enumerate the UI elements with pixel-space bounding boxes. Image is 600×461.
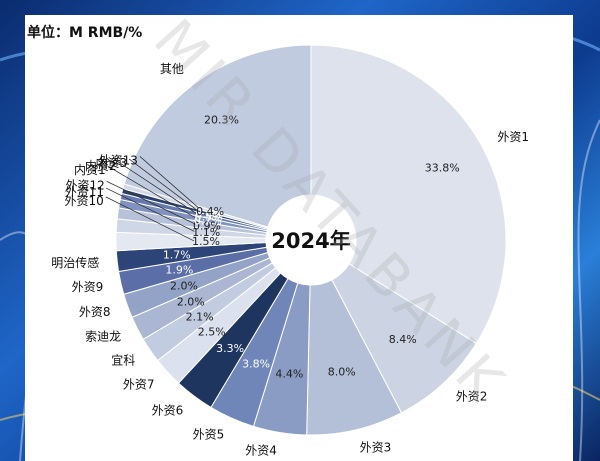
- leader-line-外资11: [105, 187, 195, 232]
- slice-label-外资6: 外资6: [152, 403, 184, 417]
- value-label-外资9: 1.9%: [165, 264, 193, 277]
- slice-label-外资8: 外资8: [79, 305, 111, 319]
- value-label-外资2: 8.4%: [389, 333, 417, 346]
- value-label-内资1: 0.7%: [194, 214, 222, 227]
- slice-label-外资2: 外资2: [456, 389, 488, 403]
- leader-line-内资3: [128, 158, 198, 211]
- value-label-外资13: 0.4%: [196, 205, 224, 218]
- leader-line-内资2: [118, 161, 198, 215]
- value-label-外资7: 2.5%: [198, 326, 226, 339]
- value-label-外资5: 3.8%: [242, 357, 270, 370]
- slice-label-内资2: 内资2: [85, 159, 117, 173]
- unit-label: 单位：M RMB/%: [27, 25, 143, 41]
- slice-label-宜科: 宜科: [111, 352, 135, 367]
- leader-line-内资1: [107, 165, 197, 219]
- slice-label-索迪龙: 索迪龙: [85, 330, 121, 344]
- slice-label-外资4: 外资4: [245, 443, 277, 457]
- value-label-明治传感: 1.7%: [163, 249, 191, 262]
- slice-label-外资5: 外资5: [193, 428, 225, 442]
- value-label-宜科: 2.1%: [186, 310, 214, 323]
- slice-label-外资3: 外资3: [360, 440, 392, 454]
- leader-line-外资12: [106, 180, 196, 225]
- value-label-外资8: 2.0%: [170, 280, 198, 293]
- value-label-外资6: 3.3%: [216, 342, 244, 355]
- value-label-内资2: 0.5%: [195, 211, 223, 224]
- slice-label-其他: 其他: [160, 62, 184, 76]
- value-label-内资3: 0.4%: [195, 208, 223, 221]
- value-label-外资12: 0.9%: [193, 220, 221, 233]
- center-label: 2024年: [271, 229, 350, 253]
- donut-hole: [266, 195, 356, 285]
- leader-line-外资10: [105, 196, 195, 242]
- value-label-外资3: 8.0%: [328, 365, 356, 378]
- slice-label-外资13: 外资13: [99, 153, 138, 167]
- value-label-外资10: 1.5%: [192, 235, 220, 248]
- slice-label-外资7: 外资7: [123, 377, 155, 391]
- slice-label-内资3: 内资3: [96, 156, 128, 170]
- slice-label-明治传感: 明治传感: [51, 255, 99, 270]
- slice-label-外资11: 外资11: [65, 185, 104, 199]
- slice-label-外资10: 外资10: [64, 194, 103, 208]
- slice-label-外资1: 外资1: [497, 130, 529, 144]
- slice-label-外资9: 外资9: [72, 280, 104, 294]
- slice-label-外资12: 外资12: [65, 178, 104, 192]
- value-label-外资11: 1.1%: [192, 226, 220, 239]
- value-label-索迪龙: 2.0%: [177, 295, 205, 308]
- value-label-其他: 20.3%: [204, 114, 239, 127]
- value-label-外资4: 4.4%: [275, 367, 303, 380]
- value-label-外资1: 33.8%: [425, 161, 460, 174]
- slice-label-内资1: 内资1: [74, 163, 106, 177]
- leader-line-外资13: [139, 156, 199, 209]
